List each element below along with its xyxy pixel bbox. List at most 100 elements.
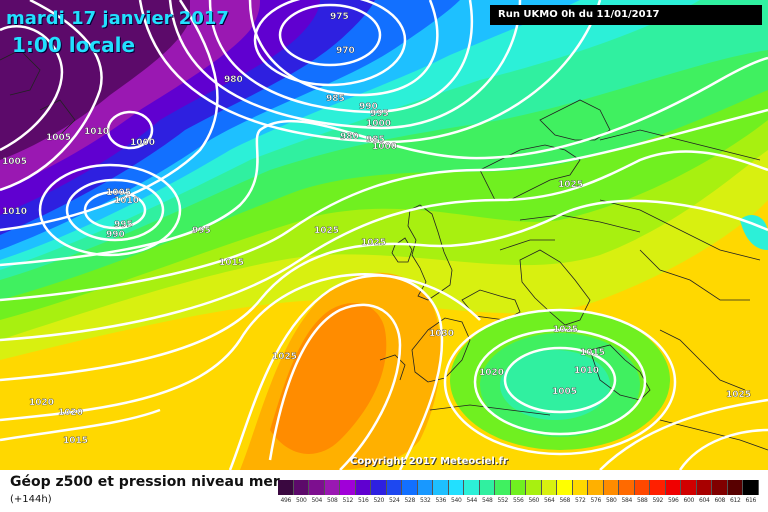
legend-swatch (603, 480, 619, 495)
isobar-label: 1000 (366, 119, 391, 129)
legend-swatch (464, 480, 480, 495)
isobar-label: 1025 (272, 352, 297, 362)
legend-swatch (510, 480, 526, 495)
legend-entry: 596 (665, 480, 681, 508)
legend-label: 564 (543, 497, 555, 504)
isobar-label: 1005 (106, 188, 131, 198)
legend-swatch (355, 480, 371, 495)
isobar-label: 1020 (29, 398, 54, 408)
legend-label: 524 (388, 497, 400, 504)
legend-swatch (588, 480, 604, 495)
legend-label: 556 (512, 497, 524, 504)
legend-label: 500 (295, 497, 307, 504)
isobar-label: 995 (370, 109, 389, 119)
forecast-local-time: 1:00 locale (12, 33, 136, 57)
isobar-label: 1005 (552, 387, 577, 397)
legend-swatch (278, 480, 294, 495)
legend-entry: 564 (541, 480, 557, 508)
isobar-label: 980 (340, 132, 359, 142)
isobar-label: 1010 (114, 196, 139, 206)
legend-swatch (712, 480, 728, 495)
legend-label: 496 (280, 497, 292, 504)
isobar-label: 1025 (558, 180, 583, 190)
legend-swatch (402, 480, 418, 495)
isobar-label: 985 (326, 94, 345, 104)
legend-swatch (650, 480, 666, 495)
legend-swatch (743, 480, 759, 495)
legend-entry: 560 (526, 480, 542, 508)
legend-swatch (727, 480, 743, 495)
legend-label: 552 (497, 497, 509, 504)
legend-swatch (696, 480, 712, 495)
legend-entry: 524 (386, 480, 402, 508)
legend-entry: 584 (619, 480, 635, 508)
legend-swatch (433, 480, 449, 495)
legend-entry: 588 (634, 480, 650, 508)
legend-label: 568 (559, 497, 571, 504)
legend-label: 516 (357, 497, 369, 504)
isobar-label: 1000 (372, 142, 397, 152)
legend-label: 540 (450, 497, 462, 504)
legend-label: 604 (698, 497, 710, 504)
legend-swatch (479, 480, 495, 495)
isobar-label: 990 (359, 102, 378, 112)
legend-swatch (417, 480, 433, 495)
isobar-label: 1010 (84, 127, 109, 137)
legend-label: 600 (683, 497, 695, 504)
isobar-label: 970 (336, 46, 355, 56)
isobars (0, 0, 768, 470)
weather-map: 9759709809859909951000100510101000100510… (0, 0, 768, 470)
color-scale: 496 500 504 508 512 516 520 524 528 532 536 540 544 5… (278, 480, 759, 508)
legend-swatch (681, 480, 697, 495)
legend-swatch (324, 480, 340, 495)
legend-swatch (634, 480, 650, 495)
forecast-step: (+144h) (10, 494, 52, 505)
legend-entry: 548 (479, 480, 495, 508)
legend-swatch (386, 480, 402, 495)
legend-label: 512 (342, 497, 354, 504)
legend-entry: 532 (417, 480, 433, 508)
legend-label: 580 (605, 497, 617, 504)
legend-entry: 616 (743, 480, 759, 508)
isobar-label: 1015 (219, 258, 244, 268)
isobar-label: 985 (366, 135, 385, 145)
legend-swatch (557, 480, 573, 495)
legend-swatch (448, 480, 464, 495)
isobar-label: 1010 (2, 207, 27, 217)
legend-entry: 540 (448, 480, 464, 508)
legend-label: 504 (311, 497, 323, 504)
legend-label: 588 (636, 497, 648, 504)
legend-label: 572 (574, 497, 586, 504)
isobar-label: 1025 (361, 238, 386, 248)
legend-label: 508 (326, 497, 338, 504)
legend-swatch (526, 480, 542, 495)
legend-label: 612 (729, 497, 741, 504)
legend-label: 592 (652, 497, 664, 504)
legend-label: 608 (714, 497, 726, 504)
legend-bar: Géop z500 et pression niveau mer (+144h)… (0, 470, 768, 512)
isobar-label: 990 (106, 230, 125, 240)
legend-swatch (541, 480, 557, 495)
legend-label: 528 (404, 497, 416, 504)
isobar-label: 995 (192, 226, 211, 236)
isobar-label: 1010 (574, 366, 599, 376)
legend-entry: 508 (324, 480, 340, 508)
legend-label: 584 (621, 497, 633, 504)
legend-entry: 512 (340, 480, 356, 508)
isobar-label: 980 (224, 75, 243, 85)
legend-entry: 552 (495, 480, 511, 508)
legend-entry: 496 (278, 480, 294, 508)
isobar-label: 1015 (580, 348, 605, 358)
legend-swatch (619, 480, 635, 495)
isobar-labels: 9759709809859909951000100510101000100510… (2, 12, 751, 446)
legend-label: 548 (481, 497, 493, 504)
legend-entry: 576 (588, 480, 604, 508)
isobar-label: 1020 (479, 368, 504, 378)
legend-label: 544 (466, 497, 478, 504)
isobar-label: 1025 (314, 226, 339, 236)
isobar-label: 1025 (553, 325, 578, 335)
legend-swatch (371, 480, 387, 495)
isobar-label: 975 (330, 12, 349, 22)
legend-swatch (495, 480, 511, 495)
isobar-label: 1015 (63, 436, 88, 446)
